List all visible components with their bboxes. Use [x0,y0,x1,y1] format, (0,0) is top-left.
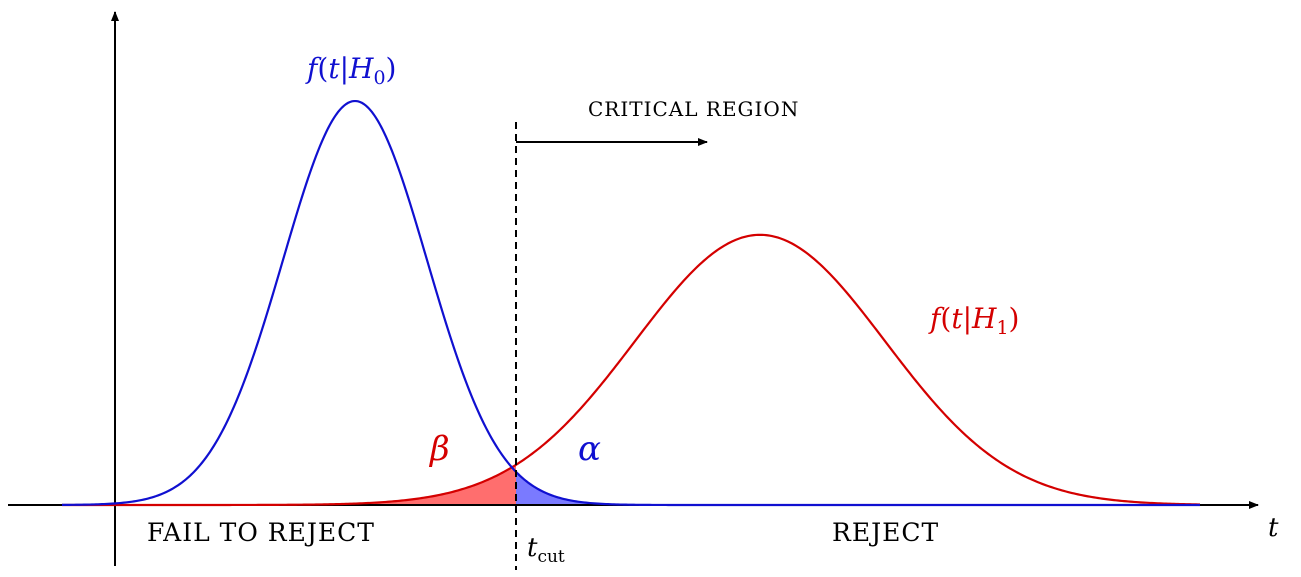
beta-label: β [428,429,450,469]
x-axis-label: t [1268,513,1279,543]
h1-curve [62,233,1201,507]
beta-area [300,464,516,505]
h1-label: f(t|H1) [928,302,1019,339]
fail-to-reject-label: FAIL TO REJECT [147,518,375,547]
alpha-label: α [578,429,601,469]
critical-region-label: CRITICAL REGION [588,97,799,121]
alpha-area [516,471,640,505]
reject-label: REJECT [832,518,939,547]
tcut-label: tcut [527,533,565,567]
h0-label: f(t|H0) [305,52,396,89]
h0-curve [61,99,1200,507]
